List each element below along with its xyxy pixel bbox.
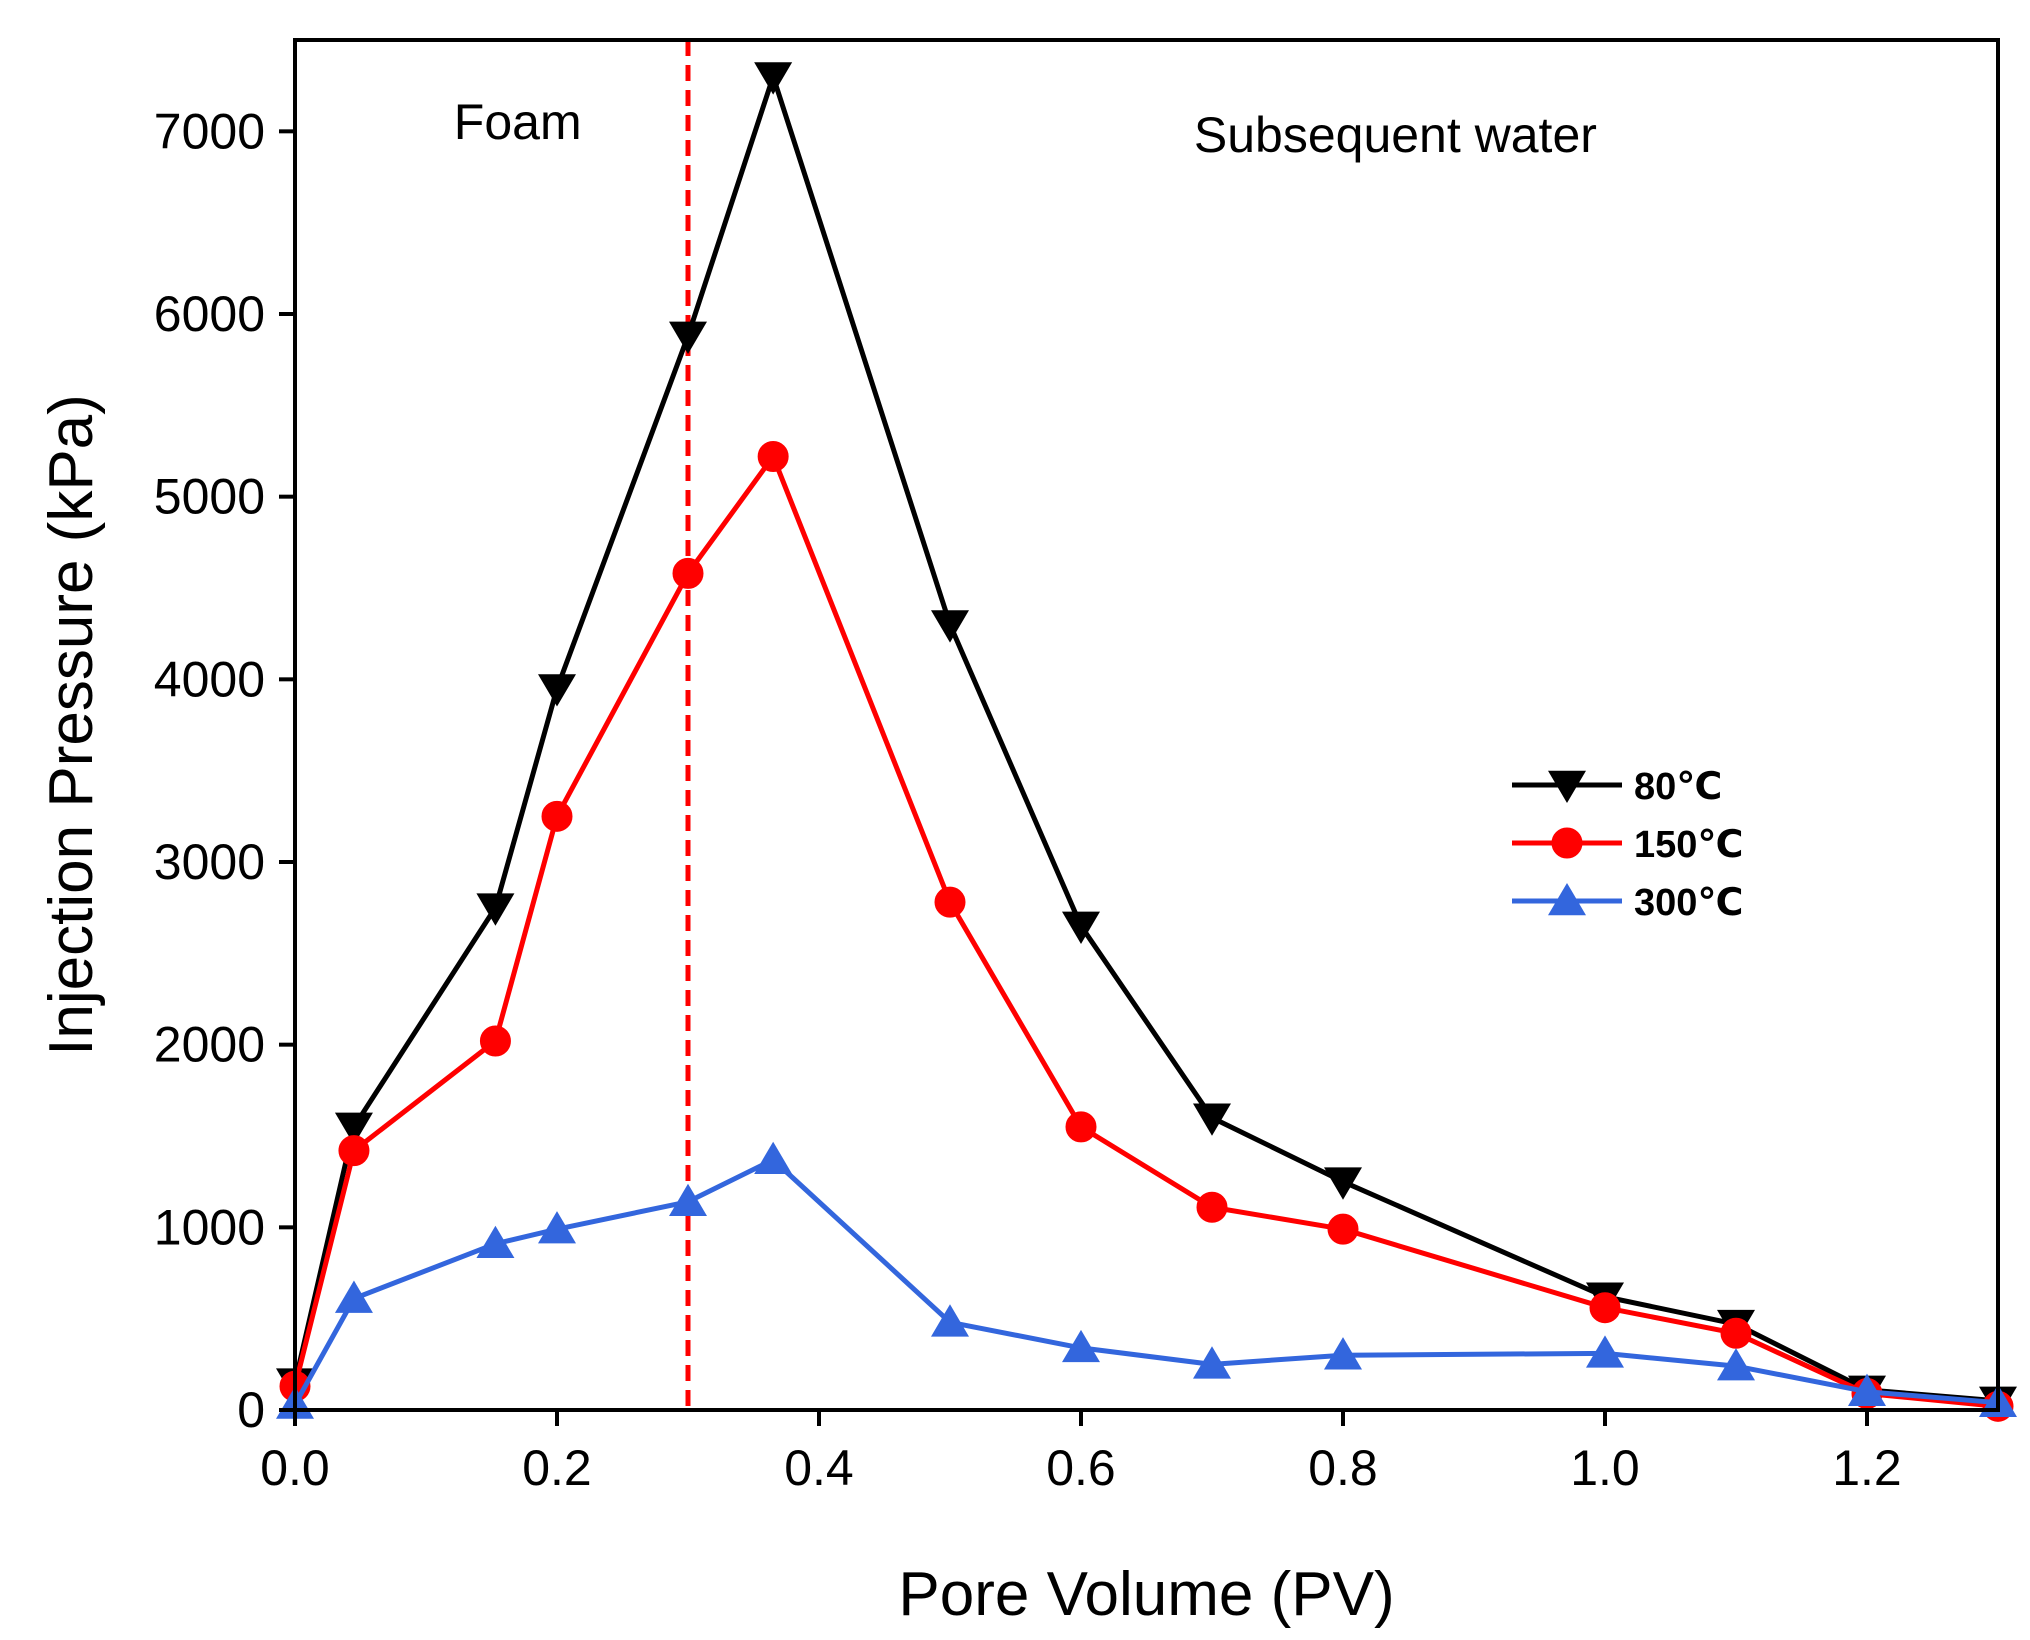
data-point-s1-10 bbox=[1589, 1292, 1621, 1324]
data-point-s2-11 bbox=[1717, 1348, 1755, 1381]
x-tick-label: 0.4 bbox=[784, 1440, 854, 1496]
legend-marker-1 bbox=[1551, 827, 1583, 859]
legend-marker-2 bbox=[1548, 882, 1586, 916]
data-point-s0-7 bbox=[1062, 911, 1100, 944]
y-tick-label: 4000 bbox=[154, 651, 265, 707]
legend-label-2: 300℃ bbox=[1634, 882, 1743, 924]
data-point-s0-2 bbox=[476, 893, 515, 926]
data-point-s0-1 bbox=[334, 1112, 373, 1145]
data-point-s2-10 bbox=[1586, 1335, 1624, 1368]
y-tick-label: 6000 bbox=[154, 286, 265, 342]
data-point-s2-9 bbox=[1324, 1337, 1362, 1370]
x-tick-label: 1.0 bbox=[1570, 1440, 1640, 1496]
x-tick-label: 0.6 bbox=[1046, 1440, 1116, 1496]
data-point-s1-9 bbox=[1327, 1213, 1359, 1245]
data-point-s0-4 bbox=[669, 321, 707, 354]
annotation-0: Foam bbox=[454, 94, 582, 150]
y-tick-label: 3000 bbox=[154, 834, 265, 890]
y-tick-label: 2000 bbox=[154, 1017, 265, 1073]
data-point-s1-7 bbox=[1065, 1111, 1097, 1143]
y-tick-label: 7000 bbox=[154, 103, 265, 159]
legend-label-1: 150℃ bbox=[1634, 824, 1743, 866]
legend-marker-0 bbox=[1548, 770, 1586, 804]
data-point-s2-5 bbox=[754, 1141, 793, 1174]
series-line-2 bbox=[292, 1157, 1999, 1406]
data-point-s2-3 bbox=[538, 1211, 576, 1244]
data-point-s0-5 bbox=[754, 62, 793, 95]
data-point-s1-4 bbox=[672, 557, 704, 589]
data-point-s1-1 bbox=[338, 1135, 370, 1167]
data-point-s2-6 bbox=[931, 1304, 969, 1337]
legend-label-0: 80℃ bbox=[1634, 766, 1722, 808]
data-point-s0-8 bbox=[1193, 1103, 1231, 1136]
data-point-s2-2 bbox=[476, 1225, 515, 1259]
data-point-s1-11 bbox=[1720, 1317, 1752, 1349]
data-point-s1-8 bbox=[1196, 1191, 1228, 1223]
x-tick-label: 1.2 bbox=[1832, 1440, 1902, 1496]
data-point-s1-3 bbox=[541, 800, 573, 832]
data-point-s1-5 bbox=[757, 440, 789, 472]
y-axis-title: Injection Pressure (kPa) bbox=[37, 394, 106, 1056]
data-point-s2-7 bbox=[1062, 1329, 1100, 1363]
y-tick-label: 1000 bbox=[154, 1199, 265, 1255]
plot-frame bbox=[293, 38, 2000, 1412]
y-tick-label: 0 bbox=[237, 1382, 265, 1438]
y-tick-label: 5000 bbox=[154, 469, 265, 525]
data-point-s2-4 bbox=[669, 1183, 707, 1217]
series-line-0 bbox=[292, 74, 1999, 1404]
data-point-s1-2 bbox=[479, 1025, 511, 1057]
data-point-s0-6 bbox=[931, 610, 969, 643]
data-point-s1-6 bbox=[934, 886, 966, 918]
x-axis-title: Pore Volume (PV) bbox=[898, 1560, 1394, 1629]
x-tick-label: 0.0 bbox=[260, 1440, 330, 1496]
x-tick-label: 0.2 bbox=[522, 1440, 592, 1496]
data-point-s2-12 bbox=[1848, 1373, 1886, 1406]
data-point-s2-8 bbox=[1193, 1346, 1231, 1379]
data-point-s2-1 bbox=[334, 1280, 373, 1313]
series-line-1 bbox=[292, 453, 1999, 1409]
data-point-s0-3 bbox=[538, 674, 576, 707]
annotation-1: Subsequent water bbox=[1194, 107, 1597, 163]
x-tick-label: 0.8 bbox=[1308, 1440, 1378, 1496]
data-point-s0-9 bbox=[1324, 1167, 1362, 1200]
